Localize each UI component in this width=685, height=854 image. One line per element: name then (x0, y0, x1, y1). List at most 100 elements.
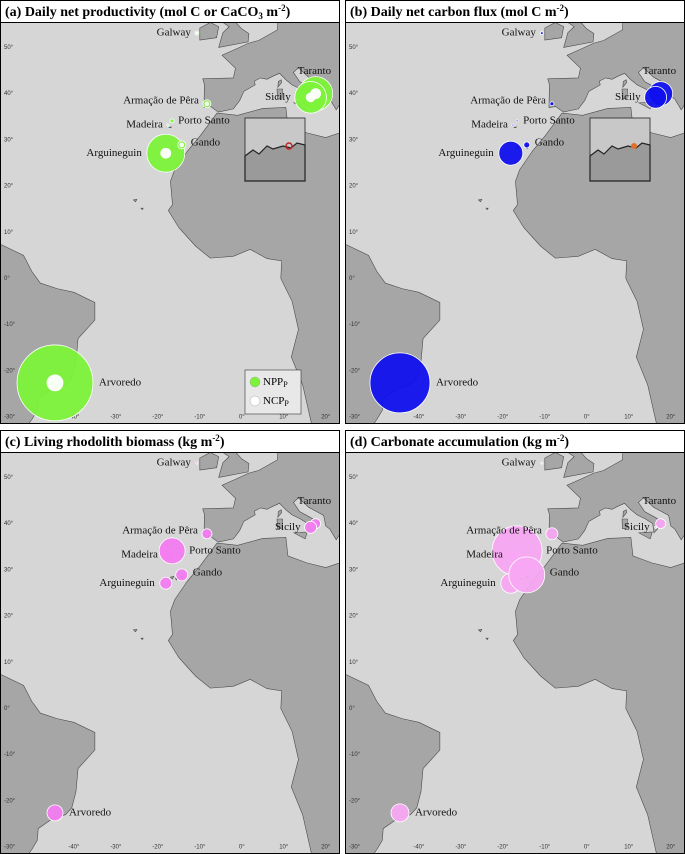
site-bubble (498, 140, 524, 166)
site-bubble (540, 461, 544, 465)
site-label: Armação de Pêra (122, 524, 198, 536)
lat-tick-label: -30° (349, 415, 361, 421)
lat-tick-label: 30° (4, 567, 14, 573)
site-bubble (195, 31, 199, 35)
site-label: Sicily (265, 91, 291, 103)
lat-tick-label: 30° (4, 137, 14, 143)
site-bubble (549, 101, 555, 107)
map-panel: 50°40°30°20°10°0°-10°-20°-30° -40° -30° -20… (0, 430, 340, 854)
lon-tick-label: -10° (194, 415, 206, 421)
lon-tick-label: 10° (624, 415, 634, 421)
lat-tick-label: 20° (349, 614, 359, 620)
site-bubble (46, 374, 64, 392)
lon-tick-label: -30° (110, 415, 122, 421)
site-label: Sicily (275, 521, 301, 533)
inset-coast (244, 142, 306, 182)
landmass (218, 22, 250, 48)
landmass (621, 88, 628, 100)
panel-frame (0, 0, 340, 424)
landmass (202, 452, 340, 543)
lon-tick-label: 0° (584, 415, 590, 421)
site-bubble (159, 576, 173, 590)
lat-tick-label: -10° (349, 752, 361, 758)
lon-tick-label: 20° (666, 845, 676, 851)
panel-title: (b) Daily net carbon flux (mol C m-2) (350, 3, 569, 20)
landmass (637, 531, 653, 540)
lon-tick-label: -10° (539, 415, 551, 421)
lon-tick-label: -30° (455, 415, 467, 421)
landmass (292, 531, 308, 540)
lon-tick-label: 10° (279, 415, 289, 421)
lon-tick-label: -10° (194, 845, 206, 851)
map-panel: 50°40°30°20°10°0°-10°-20°-30° -40° -30° -20… (345, 0, 685, 424)
site-bubble (304, 520, 318, 534)
lat-tick-label: -30° (4, 845, 16, 851)
lon-tick-label: -40° (413, 845, 425, 851)
legend-swatch (249, 395, 261, 407)
site-bubble (369, 352, 431, 414)
lat-tick-label: 20° (349, 184, 359, 190)
lat-tick-label: 30° (349, 567, 359, 573)
lat-tick-label: -20° (4, 798, 16, 804)
lon-tick-label: -10° (539, 845, 551, 851)
landmass (140, 637, 144, 641)
lat-tick-label: 20° (4, 184, 14, 190)
lat-tick-label: 40° (349, 91, 359, 97)
site-bubble (540, 31, 544, 35)
landmass (512, 537, 685, 854)
landmass (485, 207, 489, 211)
site-label: Galway (502, 457, 537, 469)
lon-tick-label: 10° (279, 845, 289, 851)
title-part: -2 (278, 3, 286, 13)
site-label: Armação de Pêra (466, 524, 542, 536)
lat-tick-label: 10° (4, 660, 14, 666)
landmass (345, 673, 441, 854)
title-part: ) (564, 435, 569, 450)
site-label: Porto Santo (189, 544, 241, 556)
site-label: Galway (502, 27, 537, 39)
site-bubble (515, 119, 519, 123)
site-bubble (169, 118, 175, 124)
landmass (169, 575, 175, 580)
landmass (485, 637, 489, 641)
site-bubble (195, 461, 199, 465)
title-part: ) (286, 5, 291, 20)
title-part: (b) Daily net carbon flux (mol C m (350, 5, 557, 20)
site-label: Madeira (126, 119, 163, 131)
landmass (132, 199, 138, 203)
title-part: 3 (258, 11, 263, 21)
lon-tick-label: -40° (68, 415, 80, 421)
site-bubble (523, 141, 531, 149)
site-label: Sicily (615, 91, 641, 103)
legend-label: NPPP (263, 376, 288, 389)
landmass (622, 509, 627, 519)
landmass (563, 22, 595, 48)
legend-subscript: P (284, 399, 289, 408)
title-part: ) (220, 435, 225, 450)
landmass (547, 452, 685, 543)
site-label: Galway (157, 27, 192, 39)
site-label: Porto Santo (178, 114, 230, 126)
panel-title: (a) Daily net productivity (mol C or CaC… (5, 3, 291, 21)
site-label: Sicily (624, 521, 650, 533)
site-bubble (655, 518, 667, 530)
lon-tick-label: 20° (666, 415, 676, 421)
site-label: Gando (191, 136, 221, 148)
lat-tick-label: 50° (4, 45, 14, 51)
site-label: Madeira (471, 119, 508, 131)
site-bubble (166, 123, 170, 127)
lon-tick-label: -30° (455, 845, 467, 851)
title-part: (d) Carbonate accumulation (kg m (350, 435, 557, 450)
site-label: Porto Santo (546, 544, 598, 556)
lat-tick-label: -30° (4, 415, 16, 421)
lat-tick-label: 10° (349, 230, 359, 236)
site-bubble (654, 525, 658, 529)
site-label: Arguineguin (440, 577, 496, 589)
site-label: Taranto (298, 495, 332, 507)
lat-tick-label: 10° (349, 660, 359, 666)
landmass (621, 518, 628, 530)
lat-tick-label: 10° (4, 230, 14, 236)
legend-name: NPP (263, 376, 283, 388)
site-label: Taranto (643, 495, 677, 507)
